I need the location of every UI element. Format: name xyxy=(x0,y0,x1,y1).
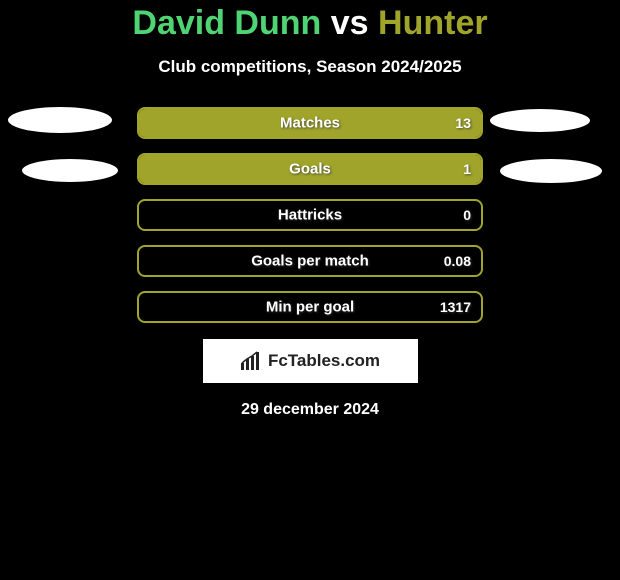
vs-label: vs xyxy=(331,4,369,42)
side-ellipse xyxy=(22,159,118,182)
stat-label: Min per goal xyxy=(266,299,354,316)
player2-name: Hunter xyxy=(378,4,488,42)
stat-value: 0.08 xyxy=(444,253,471,269)
stat-label: Hattricks xyxy=(278,207,342,224)
side-ellipse xyxy=(8,107,112,133)
brand-text: FcTables.com xyxy=(268,351,380,371)
chart-area: Matches 13 Goals 1 Hattricks 0 Goals per match… xyxy=(0,107,620,419)
stat-value: 13 xyxy=(455,115,471,131)
stat-row: Min per goal 1317 xyxy=(137,291,483,323)
stats-bars: Matches 13 Goals 1 Hattricks 0 Goals per match… xyxy=(137,107,483,323)
stat-label: Goals xyxy=(289,161,331,178)
brand-inner: FcTables.com xyxy=(240,351,380,371)
stat-row: Goals per match 0.08 xyxy=(137,245,483,277)
comparison-card: David Dunn vs Hunter Club competitions, … xyxy=(0,0,620,419)
stat-value: 1 xyxy=(463,161,471,177)
stat-row: Goals 1 xyxy=(137,153,483,185)
side-ellipse xyxy=(500,159,602,183)
stat-row: Matches 13 xyxy=(137,107,483,139)
date-text: 29 december 2024 xyxy=(0,401,620,419)
player1-name: David Dunn xyxy=(132,4,321,42)
stat-value: 1317 xyxy=(440,299,471,315)
subtitle: Club competitions, Season 2024/2025 xyxy=(0,57,620,77)
stat-label: Goals per match xyxy=(251,253,369,270)
stat-label: Matches xyxy=(280,115,340,132)
stat-value: 0 xyxy=(463,207,471,223)
page-title: David Dunn vs Hunter xyxy=(0,4,620,43)
brand-box: FcTables.com xyxy=(203,339,418,383)
side-ellipse xyxy=(490,109,590,132)
stat-row: Hattricks 0 xyxy=(137,199,483,231)
bars-icon xyxy=(240,351,262,371)
